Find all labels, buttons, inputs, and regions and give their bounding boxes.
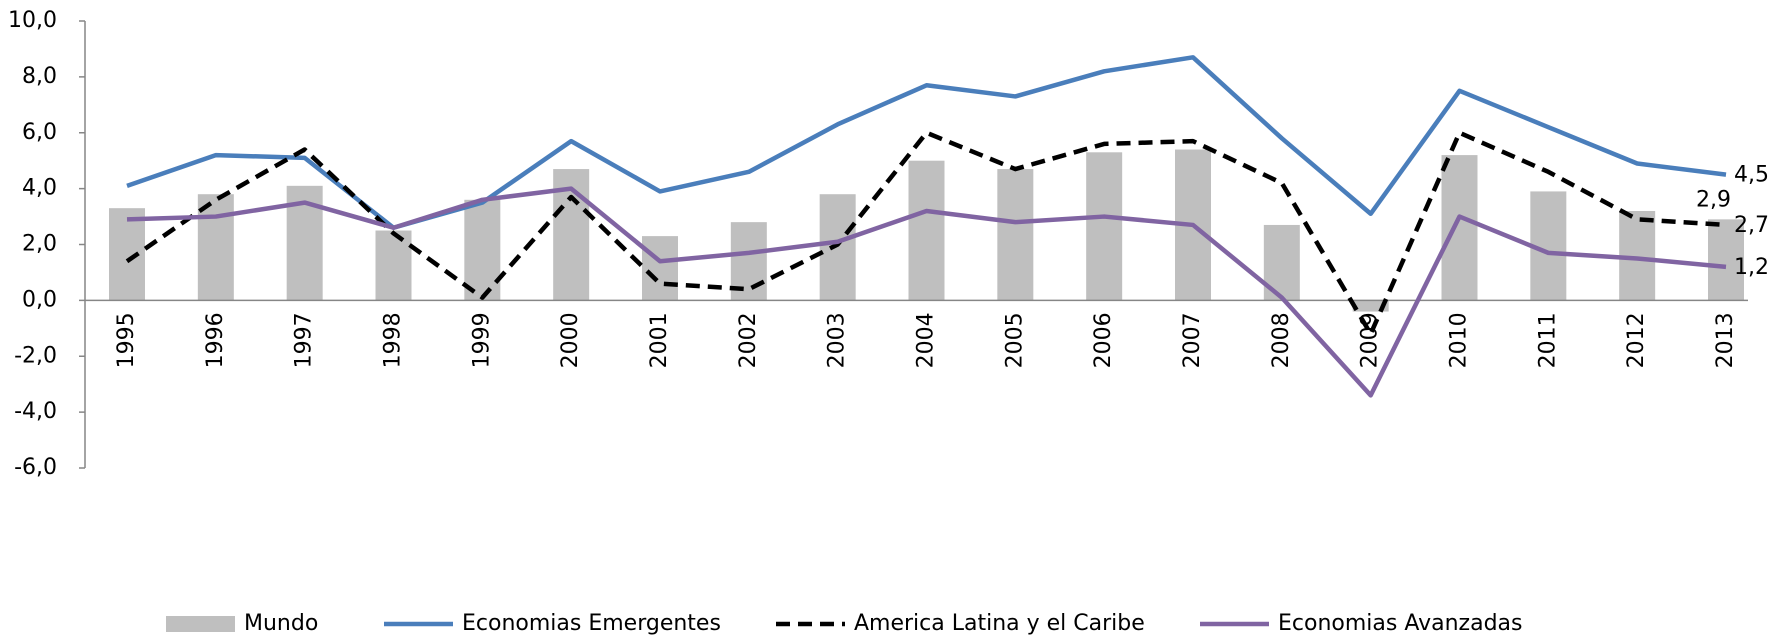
x-tick-label: 2000 — [558, 312, 583, 368]
x-tick-label: 2005 — [1002, 312, 1027, 368]
y-tick-label: 2,0 — [22, 232, 57, 257]
x-tick-label: 2008 — [1269, 312, 1294, 368]
bar — [997, 169, 1034, 301]
line-series — [125, 130, 1727, 337]
y-tick-label: 4,0 — [22, 176, 57, 201]
bar — [1441, 155, 1478, 301]
value-label: 1,2 — [1734, 255, 1769, 280]
y-tick-label: -2,0 — [14, 343, 57, 368]
y-tick-label: 6,0 — [22, 120, 57, 145]
x-tick-label: 2006 — [1091, 312, 1116, 368]
y-tick-label: 8,0 — [22, 64, 57, 89]
x-tick-label: 2001 — [647, 312, 672, 368]
legend-label: America Latina y el Caribe — [854, 611, 1145, 636]
bar — [642, 236, 678, 301]
bar — [1352, 300, 1389, 312]
x-tick-label: 2007 — [1180, 312, 1205, 368]
x-tick-label: 2011 — [1535, 312, 1560, 368]
bar — [197, 194, 234, 301]
x-tick-label: 2003 — [825, 312, 850, 368]
value-label: 4,5 — [1734, 163, 1769, 188]
x-tick-label: 1998 — [381, 312, 406, 368]
x-tick-label: 1999 — [469, 312, 494, 368]
bar — [908, 160, 945, 301]
legend-label: Mundo — [244, 611, 318, 636]
x-tick-label: 2013 — [1713, 312, 1738, 368]
legend-swatch — [166, 616, 235, 632]
bar — [375, 230, 412, 301]
x-tick-label: 1996 — [203, 312, 228, 368]
legend-label: Economias Emergentes — [462, 611, 721, 636]
value-label: 2,7 — [1734, 213, 1769, 238]
line-series — [126, 186, 1727, 398]
bar — [109, 208, 145, 301]
legend-label: Economias Avanzadas — [1278, 611, 1522, 636]
y-tick-label: -4,0 — [14, 399, 57, 424]
x-tick-label: 1995 — [114, 312, 139, 368]
y-tick-label: 0,0 — [22, 287, 57, 312]
bar — [464, 199, 501, 301]
y-tick-label: -6,0 — [14, 455, 57, 480]
bar — [1708, 219, 1744, 301]
x-tick-label: 1997 — [292, 312, 317, 368]
x-tick-label: 2010 — [1447, 312, 1472, 368]
y-tick-label: 10,0 — [8, 8, 57, 33]
x-tick-label: 2002 — [736, 312, 761, 368]
x-tick-label: 2004 — [914, 312, 939, 368]
value-label: 2,9 — [1696, 187, 1731, 212]
x-tick-label: 2012 — [1624, 312, 1649, 368]
bar — [1086, 152, 1123, 301]
bar — [819, 194, 856, 301]
